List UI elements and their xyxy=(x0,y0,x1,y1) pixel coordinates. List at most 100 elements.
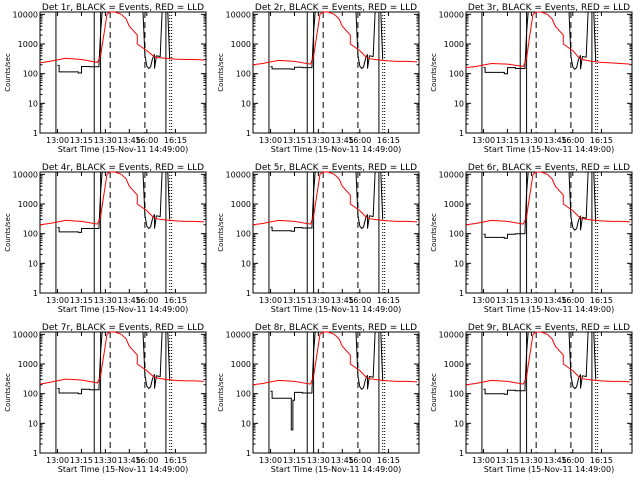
y-tick-label: 1000 xyxy=(231,360,251,369)
panel-7: 1 10 100 1000 10000 13:00 13:15 13:30 13:4516:00… xyxy=(4,323,207,474)
y-tick-label: 1000 xyxy=(231,200,251,209)
x-tick-label: 16:15 xyxy=(164,296,187,305)
series-lld-line xyxy=(465,171,631,226)
x-tick-label: 13:45 xyxy=(118,296,141,305)
series-lld-line xyxy=(252,11,418,66)
y-tick-label: 1 xyxy=(33,129,38,138)
panel-title: Det 5r, BLACK = Events, RED = LLD xyxy=(255,163,417,173)
x-tick-label: 13:15 xyxy=(283,136,306,145)
x-tick-label: 13:45 xyxy=(331,136,354,145)
x-tick-label: 13:30 xyxy=(307,136,330,145)
y-tick-label: 100 xyxy=(23,70,38,79)
x-tick-label: 13:30 xyxy=(520,456,543,465)
x-tick-label: 13:45 xyxy=(544,456,567,465)
y-tick-label: 10 xyxy=(241,99,251,108)
x-tick-label: 16:00 xyxy=(561,136,584,145)
x-tick-label: 16:15 xyxy=(377,296,400,305)
y-tick-label: 1000 xyxy=(444,200,464,209)
x-tick-label: 13:15 xyxy=(283,296,306,305)
y-tick-label: 100 xyxy=(449,70,464,79)
y-tick-label: 10 xyxy=(454,259,464,268)
y-tick-label: 1 xyxy=(459,449,464,458)
y-tick-label: 1000 xyxy=(18,40,38,49)
y-axis-label: Counts/sec xyxy=(217,213,225,252)
panel-title: Det 9r, BLACK = Events, RED = LLD xyxy=(468,323,630,333)
x-tick-label: 13:30 xyxy=(520,296,543,305)
y-tick-label: 1000 xyxy=(444,40,464,49)
y-axis-label: Counts/sec xyxy=(4,373,12,412)
y-tick-label: 10 xyxy=(454,419,464,428)
panel-title: Det 1r, BLACK = Events, RED = LLD xyxy=(42,3,204,13)
y-tick-label: 1 xyxy=(246,289,251,298)
x-tick-label: 16:15 xyxy=(590,296,613,305)
y-tick-label: 1 xyxy=(246,129,251,138)
series-events-line xyxy=(270,331,384,431)
x-tick-label: 13:30 xyxy=(94,136,117,145)
x-tick-label: 16:15 xyxy=(590,136,613,145)
x-tick-label: 16:00 xyxy=(561,296,584,305)
panel-title: Det 2r, BLACK = Events, RED = LLD xyxy=(255,3,417,13)
y-axis-label: Counts/sec xyxy=(217,373,225,412)
y-tick-label: 10000 xyxy=(13,170,38,179)
x-axis-label: Start Time (15-Nov-11 14:49:00) xyxy=(271,465,401,474)
y-tick-label: 100 xyxy=(236,390,251,399)
y-tick-label: 1000 xyxy=(18,200,38,209)
x-tick-label: 16:00 xyxy=(561,456,584,465)
y-tick-label: 10000 xyxy=(226,330,251,339)
y-tick-label: 1000 xyxy=(444,360,464,369)
series-lld-line xyxy=(39,171,205,226)
x-tick-label: 13:15 xyxy=(283,456,306,465)
panel-title: Det 4r, BLACK = Events, RED = LLD xyxy=(42,163,204,173)
y-tick-label: 10000 xyxy=(13,10,38,19)
x-axis-label: Start Time (15-Nov-11 14:49:00) xyxy=(58,305,188,314)
x-tick-label: 13:45 xyxy=(118,136,141,145)
panel-title: Det 3r, BLACK = Events, RED = LLD xyxy=(468,3,630,13)
series-lld-line xyxy=(465,11,631,69)
x-tick-label: 13:15 xyxy=(496,456,519,465)
y-axis-label: Counts/sec xyxy=(430,373,438,412)
x-tick-label: 13:15 xyxy=(70,456,93,465)
series-lld-line xyxy=(39,331,205,385)
x-tick-label: 16:00 xyxy=(135,136,158,145)
series-events-line xyxy=(57,171,171,233)
panel-5: 1 10 100 1000 10000 13:00 13:15 13:30 13:4516:00… xyxy=(217,163,420,314)
x-axis-label: Start Time (15-Nov-11 14:49:00) xyxy=(484,305,614,314)
x-tick-label: 16:15 xyxy=(164,136,187,145)
panel-title: Det 6r, BLACK = Events, RED = LLD xyxy=(468,163,630,173)
panel-6: 1 10 100 1000 10000 13:00 13:15 13:30 13:4516:00… xyxy=(430,163,633,314)
x-tick-label: 13:30 xyxy=(94,456,117,465)
y-tick-label: 10000 xyxy=(226,170,251,179)
y-tick-label: 100 xyxy=(236,70,251,79)
series-events-line xyxy=(483,171,597,239)
y-tick-label: 1 xyxy=(33,289,38,298)
x-tick-label: 13:45 xyxy=(331,456,354,465)
series-events-line xyxy=(270,11,384,70)
x-axis-label: Start Time (15-Nov-11 14:49:00) xyxy=(271,305,401,314)
series-events-line xyxy=(483,331,597,395)
y-tick-label: 1000 xyxy=(231,40,251,49)
x-tick-label: 13:00 xyxy=(259,296,282,305)
x-tick-label: 13:45 xyxy=(544,136,567,145)
x-tick-label: 13:30 xyxy=(94,296,117,305)
y-tick-label: 100 xyxy=(449,230,464,239)
series-lld-line xyxy=(39,11,205,64)
x-tick-label: 13:45 xyxy=(331,296,354,305)
panel-8: 1 10 100 1000 10000 13:00 13:15 13:30 13:4516:00… xyxy=(217,323,420,474)
y-tick-label: 100 xyxy=(23,230,38,239)
series-events-line xyxy=(483,11,597,75)
panel-title: Det 8r, BLACK = Events, RED = LLD xyxy=(255,323,417,333)
x-tick-label: 13:00 xyxy=(46,456,69,465)
x-tick-label: 13:45 xyxy=(118,456,141,465)
panel-2: 1 10 100 1000 10000 13:00 13:15 13:30 13:4516:00… xyxy=(217,3,420,154)
panel-3: 1 10 100 1000 10000 13:00 13:15 13:30 13:4516:00… xyxy=(430,3,633,154)
y-tick-label: 10 xyxy=(454,99,464,108)
series-lld-line xyxy=(252,171,418,226)
panel-1: 1 10 100 1000 10000 13:00 13:15 13:30 13:4516:00… xyxy=(4,3,207,154)
y-axis-label: Counts/sec xyxy=(430,213,438,252)
x-tick-label: 16:15 xyxy=(590,456,613,465)
x-axis-label: Start Time (15-Nov-11 14:49:00) xyxy=(484,465,614,474)
y-tick-label: 10 xyxy=(241,259,251,268)
y-tick-label: 100 xyxy=(23,390,38,399)
y-tick-label: 10 xyxy=(28,419,38,428)
x-tick-label: 16:00 xyxy=(135,296,158,305)
